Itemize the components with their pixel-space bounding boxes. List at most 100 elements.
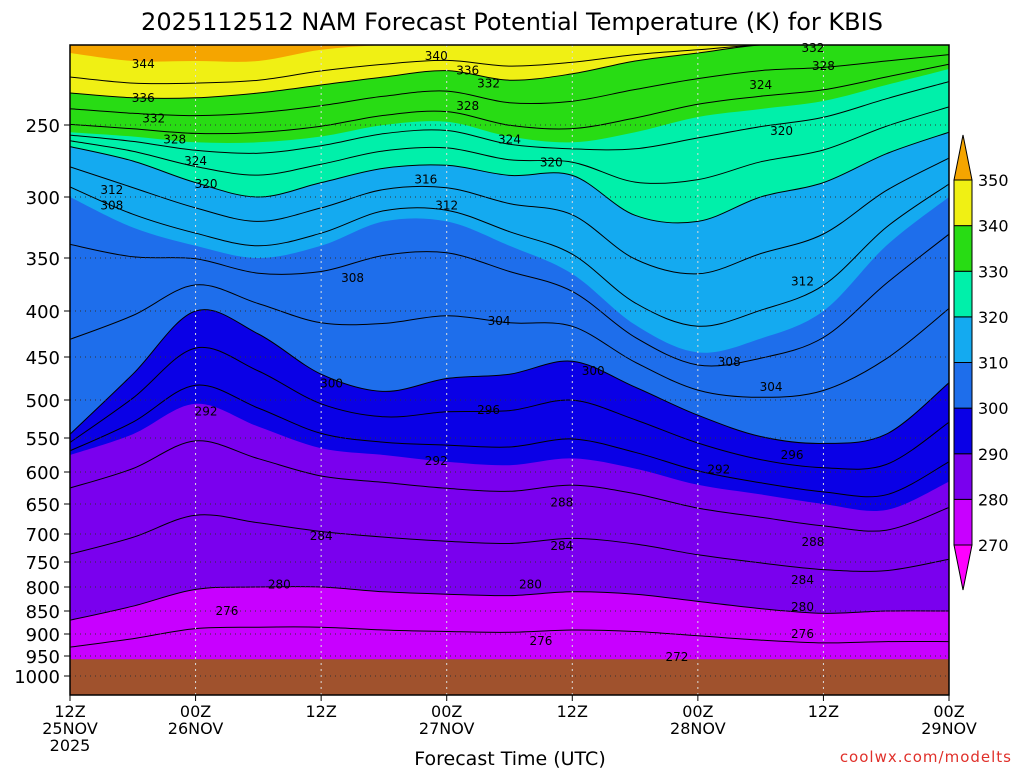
contour-label-276: 276 — [529, 634, 552, 648]
contour-label-280: 280 — [519, 578, 542, 592]
x-tick-label-0-3: 2025 — [50, 736, 91, 755]
contour-label-300: 300 — [320, 377, 343, 391]
colorbar-label-350: 350 — [978, 171, 1009, 190]
colorbar-swatch-300 — [953, 362, 973, 409]
colorbar-label-280: 280 — [978, 490, 1009, 509]
plot-frame — [69, 44, 950, 696]
isotherm-316 — [70, 157, 949, 275]
color-fill-layer — [70, 45, 949, 695]
credit-text: coolwx.com/modelts — [840, 748, 1012, 766]
isotherm-324 — [70, 106, 949, 184]
y-tick-label-700: 700 — [26, 525, 60, 546]
colorbar-swatch-310 — [953, 316, 973, 363]
isotherm-284 — [70, 514, 949, 572]
contour-label-312: 312 — [435, 199, 458, 213]
colorbar-label-270: 270 — [978, 536, 1009, 555]
x-tick-label-84-2: 29NOV — [921, 719, 977, 738]
contour-label-284: 284 — [791, 573, 814, 587]
x-tick-label-60-1: 00Z — [682, 702, 713, 721]
contour-label-276: 276 — [216, 604, 239, 618]
isotherm-292 — [70, 384, 949, 498]
y-tick-label-500: 500 — [26, 391, 60, 412]
isotherm-328 — [70, 81, 949, 154]
contour-label-320: 320 — [770, 124, 793, 138]
x-tick-label-72-1: 12Z — [808, 702, 839, 721]
grid-layer — [70, 45, 949, 695]
x-tick-label-48-1: 12Z — [557, 702, 588, 721]
contour-label-344: 344 — [132, 57, 155, 71]
contour-label-284: 284 — [550, 539, 573, 553]
isotherm-280 — [70, 586, 949, 621]
colorbar-label-290: 290 — [978, 445, 1009, 464]
colorbar-swatch-330 — [953, 225, 973, 272]
contour-label-308: 308 — [100, 199, 123, 213]
isotherm-300 — [70, 309, 949, 444]
contour-label-324: 324 — [184, 154, 207, 168]
contour-label-320: 320 — [195, 177, 218, 191]
contour-label-332: 332 — [802, 41, 825, 55]
contour-label-312: 312 — [791, 274, 814, 288]
isotherm-276 — [70, 626, 949, 648]
colorbar-top-arrow — [953, 134, 973, 181]
isotherm-304 — [70, 284, 949, 398]
colorbar-label-320: 320 — [978, 308, 1009, 327]
colorbar-label-330: 330 — [978, 262, 1009, 281]
x-tick-label-60-2: 28NOV — [670, 719, 726, 738]
isotherm-308 — [70, 233, 949, 367]
isotherm-320 — [70, 131, 949, 224]
colorbar-swatch-280 — [953, 453, 973, 500]
y-tick-label-900: 900 — [26, 625, 60, 646]
y-axis: 2503003504004505005506006507007508008509… — [14, 116, 70, 688]
isotherm-340 — [70, 45, 949, 99]
contour-label-332: 332 — [142, 112, 165, 126]
contour-label-336: 336 — [132, 91, 155, 105]
contour-label-296: 296 — [781, 448, 804, 462]
contour-label-332: 332 — [477, 76, 500, 90]
colorbar-label-300: 300 — [978, 399, 1009, 418]
colorbar-label-340: 340 — [978, 217, 1009, 236]
y-tick-label-300: 300 — [26, 188, 60, 209]
contour-label-304: 304 — [760, 380, 783, 394]
y-tick-label-400: 400 — [26, 302, 60, 323]
colorbar-swatch-340 — [953, 179, 973, 227]
x-tick-label-84-1: 00Z — [933, 702, 964, 721]
isotherm-344 — [70, 45, 949, 85]
chart-title: 2025112512 NAM Forecast Potential Temper… — [141, 8, 883, 36]
isotherm-332 — [70, 63, 949, 135]
colorbar-bottom-arrow — [953, 544, 973, 591]
contour-label-292: 292 — [195, 404, 218, 418]
x-tick-label-36-2: 27NOV — [419, 719, 475, 738]
isotherm-312 — [70, 183, 949, 327]
contour-label-304: 304 — [488, 314, 511, 328]
contour-label-276: 276 — [791, 627, 814, 641]
isotherm-296 — [70, 346, 949, 470]
y-tick-label-250: 250 — [26, 116, 60, 137]
contour-label-288: 288 — [802, 535, 825, 549]
y-tick-label-450: 450 — [26, 348, 60, 369]
contour-label-324: 324 — [749, 78, 772, 92]
colorbar-label-310: 310 — [978, 354, 1009, 373]
x-tick-label-36-1: 00Z — [431, 702, 462, 721]
y-tick-label-950: 950 — [26, 647, 60, 668]
contour-label-300: 300 — [582, 364, 605, 378]
contour-label-292: 292 — [425, 454, 448, 468]
y-tick-label-1000: 1000 — [14, 667, 60, 688]
ground-layer — [70, 659, 949, 695]
contour-label-280: 280 — [268, 578, 291, 592]
contour-label-308: 308 — [341, 271, 364, 285]
contour-label-328: 328 — [163, 132, 186, 146]
isotherm-336 — [70, 54, 949, 117]
contour-label-324: 324 — [498, 132, 521, 146]
y-tick-label-850: 850 — [26, 602, 60, 623]
y-tick-label-750: 750 — [26, 553, 60, 574]
y-tick-label-800: 800 — [26, 578, 60, 599]
contour-label-320: 320 — [540, 155, 563, 169]
colorbar-swatch-320 — [953, 270, 973, 318]
y-tick-label-650: 650 — [26, 495, 60, 516]
contour-label-316: 316 — [414, 173, 437, 187]
contour-label-280: 280 — [791, 600, 814, 614]
contour-label-288: 288 — [550, 496, 573, 510]
contour-label-308: 308 — [718, 355, 741, 369]
isotherm-288 — [70, 440, 949, 532]
